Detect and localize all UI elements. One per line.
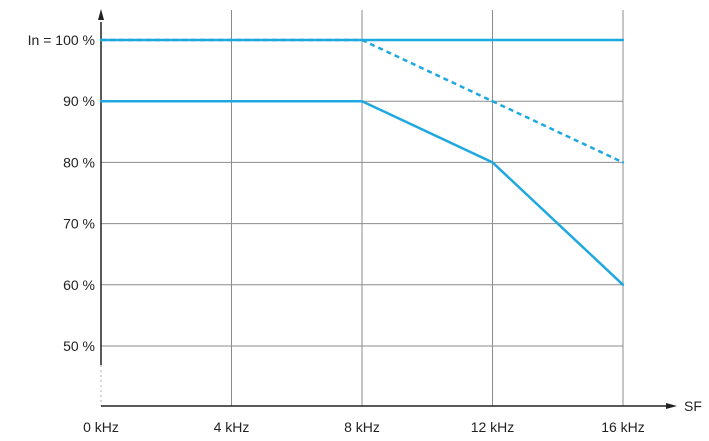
series-2-point	[360, 38, 364, 42]
y-tick-label: 60 %	[63, 277, 95, 293]
y-tick-label: 50 %	[63, 338, 95, 354]
grid	[101, 10, 624, 406]
series-2-point	[491, 100, 494, 103]
series	[99, 38, 625, 286]
axes: SF	[98, 9, 702, 414]
series-2-point	[621, 161, 625, 164]
series-3-point	[360, 100, 364, 103]
y-tick-label: 90 %	[63, 93, 95, 109]
series-3-point	[621, 283, 625, 286]
series-2-point	[99, 38, 103, 42]
series-1-point	[621, 38, 625, 42]
series-line-3	[101, 99, 624, 286]
series-line-2	[101, 38, 624, 164]
x-tick-label: 12 kHz	[471, 419, 515, 435]
x-axis-title: SF	[684, 398, 702, 414]
x-tick-label: 4 kHz	[214, 419, 250, 435]
y-axis-arrow-icon	[98, 9, 104, 20]
x-tick-label: 0 kHz	[83, 419, 119, 435]
x-tick-label: 16 kHz	[601, 419, 645, 435]
y-tick-label: 80 %	[63, 154, 95, 170]
y-tick-label: 70 %	[63, 216, 95, 232]
tick-labels: 0 kHz 4 kHz 8 kHz 12 kHz 16 kHz 50 % 60 % 70 % 8…	[28, 32, 645, 435]
x-axis-arrow-icon	[666, 403, 677, 409]
y-tick-label: In = 100 %	[28, 32, 95, 48]
series-3-point	[99, 100, 103, 103]
x-tick-label: 8 kHz	[344, 419, 380, 435]
series-3-point	[491, 161, 494, 164]
